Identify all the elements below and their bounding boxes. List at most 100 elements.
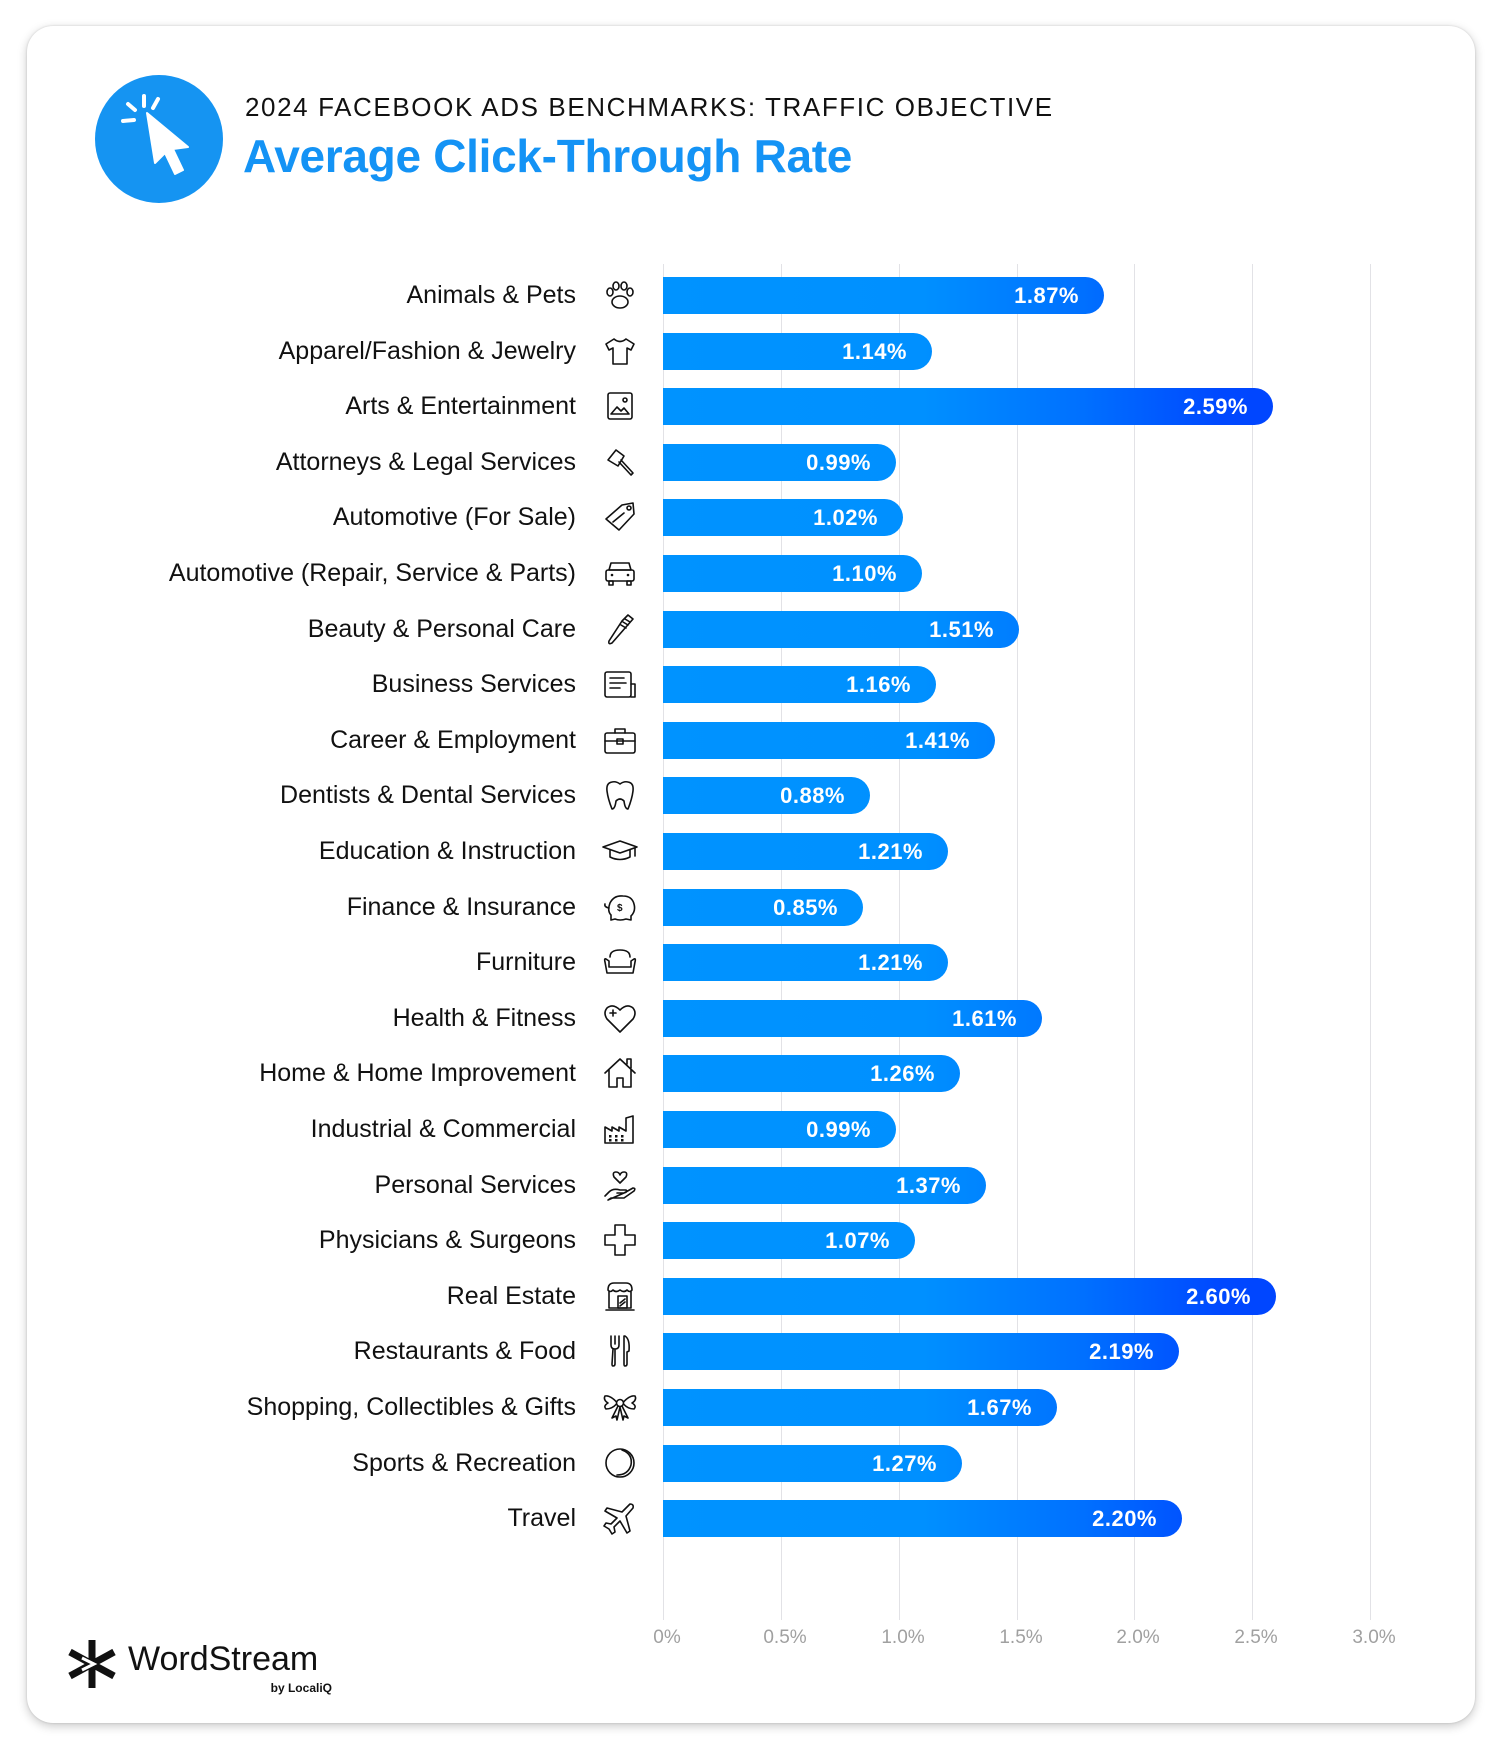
gridline xyxy=(899,264,900,1620)
bar-row: Real Estate 2.60% xyxy=(0,1278,1500,1315)
x-axis-tick-label: 1.5% xyxy=(999,1627,1043,1648)
gavel-icon xyxy=(607,449,634,476)
category-label: Business Services xyxy=(371,670,576,698)
category-label: Automotive (For Sale) xyxy=(332,503,576,531)
bow-icon xyxy=(603,1395,637,1421)
cursor-click-icon xyxy=(95,75,223,203)
gridline xyxy=(1370,264,1371,1620)
category-label: Apparel/Fashion & Jewelry xyxy=(278,337,576,365)
category-label: Furniture xyxy=(475,948,576,976)
brand-tagline: by LocaliQ xyxy=(270,1681,332,1695)
house-icon xyxy=(604,1058,636,1088)
bar-value-label: 1.21% xyxy=(858,950,923,975)
bar: 2.20% xyxy=(663,1500,1182,1537)
category-label: Industrial & Commercial xyxy=(310,1115,576,1143)
storefront-icon xyxy=(605,1282,635,1311)
category-label: Travel xyxy=(507,1504,576,1532)
bar-value-label: 1.07% xyxy=(825,1228,890,1253)
gridline xyxy=(1134,264,1135,1620)
medical-cross-icon xyxy=(604,1224,636,1256)
picture-frame-icon xyxy=(607,392,633,420)
bar-row: Travel 2.20% xyxy=(0,1500,1500,1537)
bar-value-label: 1.26% xyxy=(870,1061,935,1086)
bar: 1.07% xyxy=(663,1222,915,1259)
graduation-cap-icon xyxy=(602,840,638,861)
category-label: Animals & Pets xyxy=(406,281,576,309)
briefcase-icon xyxy=(604,728,636,754)
x-axis-tick-label: 1.0% xyxy=(881,1627,925,1648)
category-label: Physicians & Surgeons xyxy=(318,1226,576,1254)
bar-row: Finance & Insurance $0.85% xyxy=(0,889,1500,926)
x-axis-tick-label: 2.5% xyxy=(1234,1627,1278,1648)
x-axis-tick-label: 0% xyxy=(653,1627,681,1648)
category-label: Finance & Insurance xyxy=(346,893,576,921)
bar-value-label: 0.99% xyxy=(806,450,871,475)
bar-value-label: 1.67% xyxy=(967,1395,1032,1420)
gridline xyxy=(781,264,782,1620)
bar: 2.19% xyxy=(663,1333,1179,1370)
bar-value-label: 1.41% xyxy=(905,728,970,753)
bar-row: Career & Employment 1.41% xyxy=(0,722,1500,759)
category-label: Restaurants & Food xyxy=(353,1337,576,1365)
bar: 1.26% xyxy=(663,1055,960,1092)
bar-value-label: 1.37% xyxy=(896,1173,961,1198)
x-axis-tick-label: 3.0% xyxy=(1352,1627,1396,1648)
bar: 0.99% xyxy=(663,1111,896,1148)
category-label: Automotive (Repair, Service & Parts) xyxy=(168,559,576,587)
bar-value-label: 1.27% xyxy=(872,1451,937,1476)
bar-value-label: 0.85% xyxy=(773,895,838,920)
bar: 1.02% xyxy=(663,499,903,536)
bar: 1.21% xyxy=(663,944,948,981)
bar-row: Industrial & Commercial 0.99% xyxy=(0,1111,1500,1148)
comb-icon xyxy=(608,614,634,645)
category-label: Beauty & Personal Care xyxy=(307,615,576,643)
bar-value-label: 2.19% xyxy=(1089,1339,1154,1364)
bar: 0.85% xyxy=(663,889,863,926)
bar: 1.27% xyxy=(663,1445,962,1482)
category-label: Dentists & Dental Services xyxy=(280,781,576,809)
armchair-icon xyxy=(603,949,637,974)
bar-row: Animals & Pets 1.87% xyxy=(0,277,1500,314)
category-label: Sports & Recreation xyxy=(352,1449,576,1477)
bar: 1.61% xyxy=(663,1000,1042,1037)
bar-row: Furniture 1.21% xyxy=(0,944,1500,981)
bar: 0.99% xyxy=(663,444,896,481)
category-label: Real Estate xyxy=(446,1282,576,1310)
category-label: Arts & Entertainment xyxy=(345,392,576,420)
bar: 1.41% xyxy=(663,722,995,759)
gridline xyxy=(663,264,664,1620)
car-icon xyxy=(605,562,635,586)
bar-value-label: 0.99% xyxy=(806,1117,871,1142)
bar: 2.59% xyxy=(663,388,1273,425)
bar: 1.16% xyxy=(663,666,936,703)
ball-icon xyxy=(605,1448,635,1478)
price-tag-icon xyxy=(605,502,635,531)
bar-row: Automotive (For Sale) 1.02% xyxy=(0,499,1500,536)
gridline xyxy=(1017,264,1018,1620)
bar-value-label: 2.20% xyxy=(1092,1506,1157,1531)
bar: 0.88% xyxy=(663,777,870,814)
bar: 2.60% xyxy=(663,1278,1276,1315)
bar-value-label: 1.61% xyxy=(952,1006,1017,1031)
document-icon xyxy=(604,671,636,698)
bar-row: Arts & Entertainment 2.59% xyxy=(0,388,1500,425)
bar-row: Apparel/Fashion & Jewelry 1.14% xyxy=(0,333,1500,370)
factory-icon xyxy=(604,1115,634,1144)
category-label: Attorneys & Legal Services xyxy=(275,448,576,476)
fork-knife-icon xyxy=(610,1335,630,1367)
bar-row: Business Services 1.16% xyxy=(0,666,1500,703)
bar-row: Restaurants & Food 2.19% xyxy=(0,1333,1500,1370)
bar: 1.10% xyxy=(663,555,922,592)
paw-icon xyxy=(606,281,634,309)
bar-row: Beauty & Personal Care 1.51% xyxy=(0,611,1500,648)
tshirt-icon xyxy=(605,338,635,365)
bar-value-label: 1.02% xyxy=(813,505,878,530)
wordstream-logo-icon xyxy=(68,1640,116,1688)
bar: 1.67% xyxy=(663,1389,1057,1426)
bar-row: Dentists & Dental Services 0.88% xyxy=(0,777,1500,814)
bar-row: Attorneys & Legal Services 0.99% xyxy=(0,444,1500,481)
tooth-icon xyxy=(606,780,634,810)
brand-name: WordStream xyxy=(128,1640,319,1678)
x-axis-tick-label: 2.0% xyxy=(1116,1627,1160,1648)
bar-row: Education & Instruction 1.21% xyxy=(0,833,1500,870)
